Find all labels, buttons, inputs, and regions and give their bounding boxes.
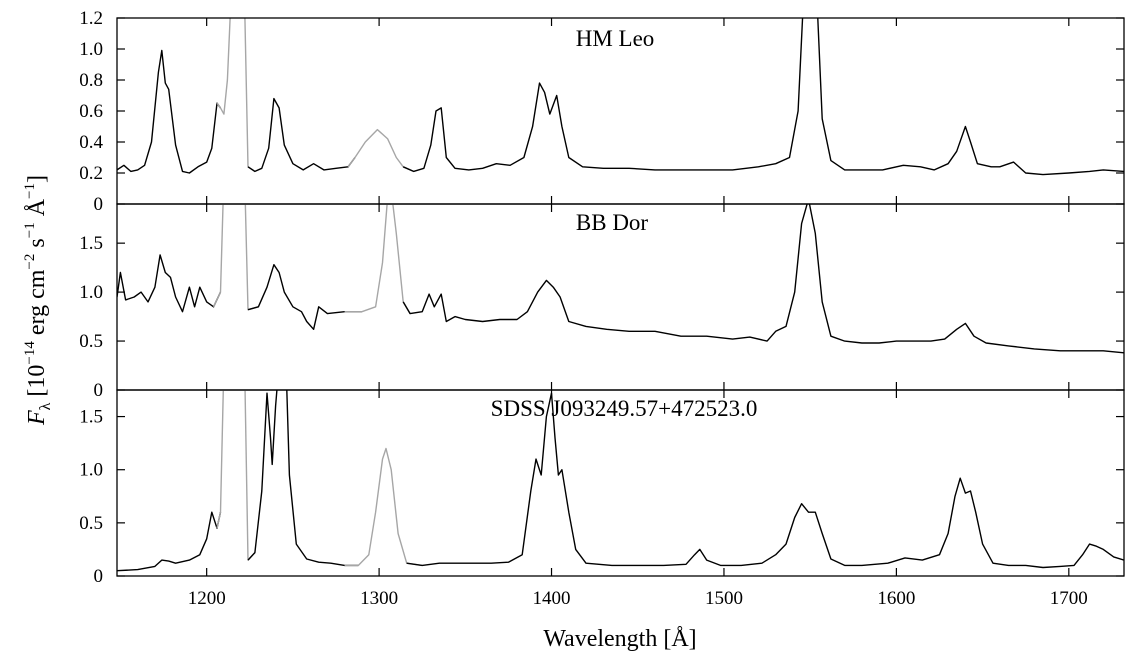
x-tick-label: 1500 xyxy=(705,588,743,609)
spectrum-line xyxy=(117,511,222,572)
y-tick-label: 0.6 xyxy=(79,101,103,122)
y-axis-bracket-open: [10 xyxy=(24,365,50,403)
y-axis-title: Fλ [10−14 erg cm−2 s−1 Å−1] xyxy=(22,175,54,426)
y-axis-exp2: −2 xyxy=(22,254,38,270)
y-axis-exp4: −1 xyxy=(22,183,38,199)
panel-1: 0 0.5 1.0 1.5 BB Dor xyxy=(79,203,1125,401)
spectrum-line xyxy=(406,392,1124,569)
panel-2: 0 0.5 1.0 1.5 SDSS J093249.57+472523.0 xyxy=(79,389,1125,587)
y-tick-label: 1.0 xyxy=(79,282,103,303)
y-tick-label: 1.0 xyxy=(79,39,103,60)
masked-spectrum-line xyxy=(212,204,259,311)
y-tick-label: 0.4 xyxy=(79,132,103,153)
x-tick-label: 1200 xyxy=(188,588,226,609)
masked-spectrum-line xyxy=(344,447,423,567)
y-tick-label: 0 xyxy=(94,194,104,215)
masked-spectrum-line xyxy=(347,128,414,173)
spectrum-line xyxy=(402,204,1124,354)
spectrum-line xyxy=(117,49,222,174)
x-axis-title: Wavelength [Å] xyxy=(543,626,696,652)
y-tick-label: 0.5 xyxy=(79,331,103,352)
panel-0: 0 0.2 0.4 0.6 0.8 1.0 1.2 HM Leo xyxy=(79,8,1125,215)
x-tick-label: 1700 xyxy=(1050,588,1088,609)
y-tick-label: 0.5 xyxy=(79,513,103,534)
masked-spectrum-line xyxy=(344,204,411,314)
spectrum-line xyxy=(247,390,359,567)
panel-title: BB Dor xyxy=(576,210,649,235)
panel-title: SDSS J093249.57+472523.0 xyxy=(491,396,758,421)
x-tick-labels: 1200 1300 1400 1500 1600 1700 xyxy=(188,588,1088,609)
y-tick-label: 0 xyxy=(94,380,104,401)
y-tick-label: 1.5 xyxy=(79,407,103,428)
x-tick-label: 1600 xyxy=(877,588,915,609)
spectrum-line xyxy=(402,18,1124,176)
y-tick-label: 1.0 xyxy=(79,460,103,481)
y-axis-bracket-close: ] xyxy=(24,175,50,183)
y-axis-unit1: erg cm xyxy=(24,269,50,341)
y-axis-exp1: −14 xyxy=(22,341,38,365)
panels: 0 0.2 0.4 0.6 0.8 1.0 1.2 HM Leo 0 0.5 1.0 1.5 BB Do… xyxy=(79,8,1125,587)
panel-frame xyxy=(116,389,1125,577)
y-axis-subscript: λ xyxy=(37,402,54,410)
y-axis-unit3: Å xyxy=(24,198,50,222)
panel-title: HM Leo xyxy=(576,26,655,51)
y-tick-label: 0 xyxy=(94,566,104,587)
y-axis-exp3: −1 xyxy=(22,222,38,238)
y-axis-symbol: F xyxy=(24,410,50,426)
spectrum-line xyxy=(247,97,356,173)
y-tick-label: 0.8 xyxy=(79,70,103,91)
x-tick-label: 1400 xyxy=(533,588,571,609)
spectrum-line xyxy=(117,254,222,313)
masked-spectrum-line xyxy=(216,390,256,561)
spectrum-line xyxy=(247,264,362,330)
x-tick-label: 1300 xyxy=(360,588,398,609)
y-tick-label: 1.5 xyxy=(79,233,103,254)
y-tick-label: 1.2 xyxy=(79,8,103,29)
masked-spectrum-line xyxy=(216,18,256,172)
y-tick-label: 0.2 xyxy=(79,163,103,184)
y-axis-unit2: s xyxy=(24,238,50,253)
